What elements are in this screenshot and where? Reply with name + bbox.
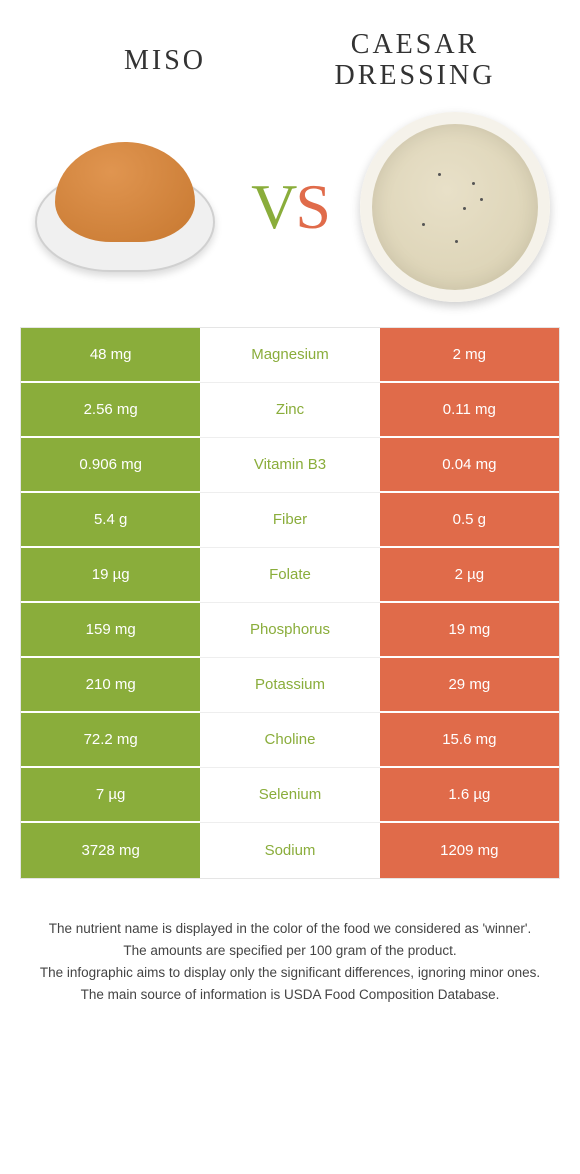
table-row: 3728 mgSodium1209 mg [21, 823, 559, 878]
cell-right-value: 29 mg [380, 658, 559, 713]
table-row: 0.906 mgVitamin B30.04 mg [21, 438, 559, 493]
infographic-container: Miso Caesar dressing VS 48 mgMagnesium2 … [0, 0, 580, 1006]
cell-nutrient-name: Phosphorus [200, 603, 379, 658]
footnote-4: The main source of information is USDA F… [30, 985, 550, 1005]
cell-right-value: 15.6 mg [380, 713, 559, 768]
cell-left-value: 19 µg [21, 548, 200, 603]
cell-nutrient-name: Selenium [200, 768, 379, 823]
cell-nutrient-name: Sodium [200, 823, 379, 878]
table-row: 210 mgPotassium29 mg [21, 658, 559, 713]
images-row: VS [0, 102, 580, 327]
cell-nutrient-name: Magnesium [200, 328, 379, 383]
cell-left-value: 48 mg [21, 328, 200, 383]
vs-v-letter: V [251, 171, 295, 242]
vs-s-letter: S [295, 171, 329, 242]
cell-right-value: 2 µg [380, 548, 559, 603]
table-row: 7 µgSelenium1.6 µg [21, 768, 559, 823]
cell-nutrient-name: Potassium [200, 658, 379, 713]
cell-nutrient-name: Folate [200, 548, 379, 603]
caesar-image [360, 112, 550, 302]
footnote-2: The amounts are specified per 100 gram o… [30, 941, 550, 961]
vs-label: VS [251, 170, 329, 244]
table-row: 48 mgMagnesium2 mg [21, 328, 559, 383]
table-row: 72.2 mgCholine15.6 mg [21, 713, 559, 768]
cell-right-value: 2 mg [380, 328, 559, 383]
cell-nutrient-name: Choline [200, 713, 379, 768]
title-right: Caesar dressing [290, 30, 540, 92]
cell-left-value: 0.906 mg [21, 438, 200, 493]
table-row: 19 µgFolate2 µg [21, 548, 559, 603]
header: Miso Caesar dressing [0, 0, 580, 102]
title-left: Miso [40, 45, 290, 77]
cell-right-value: 1.6 µg [380, 768, 559, 823]
cell-left-value: 2.56 mg [21, 383, 200, 438]
cell-left-value: 72.2 mg [21, 713, 200, 768]
cell-nutrient-name: Fiber [200, 493, 379, 548]
cell-left-value: 159 mg [21, 603, 200, 658]
miso-image [30, 112, 220, 302]
cell-left-value: 7 µg [21, 768, 200, 823]
cell-right-value: 0.04 mg [380, 438, 559, 493]
table-row: 2.56 mgZinc0.11 mg [21, 383, 559, 438]
cell-right-value: 0.5 g [380, 493, 559, 548]
cell-right-value: 19 mg [380, 603, 559, 658]
footnotes: The nutrient name is displayed in the co… [30, 919, 550, 1006]
cell-left-value: 210 mg [21, 658, 200, 713]
cell-nutrient-name: Zinc [200, 383, 379, 438]
cell-left-value: 3728 mg [21, 823, 200, 878]
table-row: 5.4 gFiber0.5 g [21, 493, 559, 548]
cell-right-value: 0.11 mg [380, 383, 559, 438]
cell-left-value: 5.4 g [21, 493, 200, 548]
nutrient-table: 48 mgMagnesium2 mg2.56 mgZinc0.11 mg0.90… [20, 327, 560, 879]
cell-right-value: 1209 mg [380, 823, 559, 878]
cell-nutrient-name: Vitamin B3 [200, 438, 379, 493]
footnote-1: The nutrient name is displayed in the co… [30, 919, 550, 939]
footnote-3: The infographic aims to display only the… [30, 963, 550, 983]
table-row: 159 mgPhosphorus19 mg [21, 603, 559, 658]
